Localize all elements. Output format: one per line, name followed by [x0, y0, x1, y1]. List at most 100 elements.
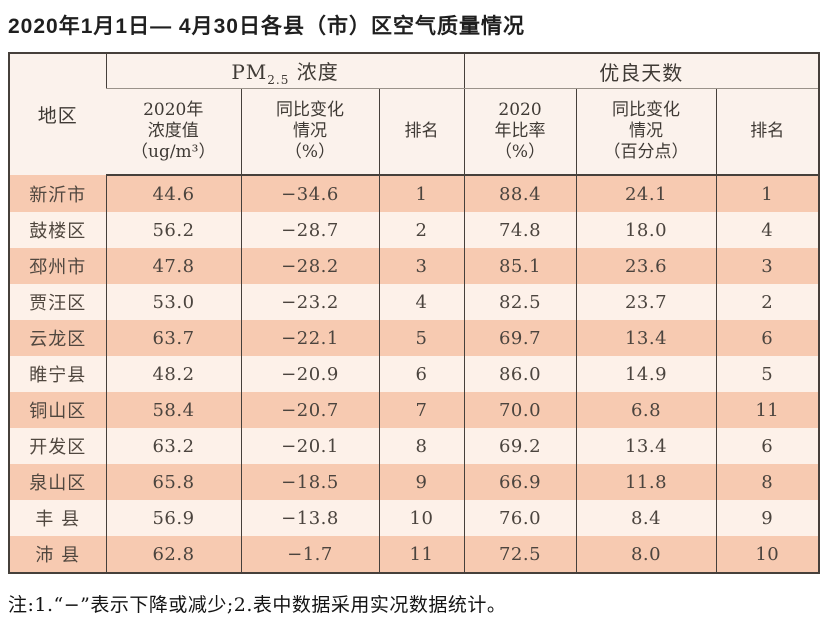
cell-pm_rank: 5: [378, 320, 465, 356]
table-row: 丰 县 56.9 −13.8 10 76.0 8.4 9: [9, 500, 820, 536]
cell-region: 鼓楼区: [9, 212, 106, 248]
cell-good_rate: 74.8: [463, 212, 577, 248]
cell-good_rank: 3: [715, 248, 820, 284]
cell-pm_rank: 11: [378, 536, 465, 573]
page-title: 2020年1月1日— 4月30日各县（市）区空气质量情况: [8, 15, 525, 38]
cell-good_rate: 69.2: [463, 428, 577, 464]
cell-pm_change: −20.1: [240, 428, 379, 464]
cell-pm_rank: 10: [378, 500, 465, 536]
table-row: 邳州市 47.8 −28.2 3 85.1 23.6 3: [9, 248, 820, 284]
cell-pm_change: −1.7: [240, 536, 379, 573]
cell-pm_rank: 9: [378, 464, 465, 500]
cell-pm_change: −28.2: [240, 248, 379, 284]
cell-pm_change: −13.8: [240, 500, 379, 536]
table-row: 泉山区 65.8 −18.5 9 66.9 11.8 8: [9, 464, 820, 500]
cell-good_rank: 4: [715, 212, 820, 248]
cell-good_rank: 6: [715, 428, 820, 464]
cell-good_rate: 72.5: [463, 536, 577, 573]
cell-pm_value: 62.8: [105, 536, 241, 573]
column-group-good-days: 优良天数: [463, 53, 820, 89]
cell-good_rate: 76.0: [463, 500, 577, 536]
column-header-good-rate: 2020 年比率 （%）: [463, 88, 577, 176]
cell-region: 新沂市: [9, 175, 106, 212]
cell-pm_rank: 4: [378, 284, 465, 320]
cell-good_rate: 82.5: [463, 284, 577, 320]
cell-good_rank: 8: [715, 464, 820, 500]
cell-pm_rank: 8: [378, 428, 465, 464]
pm25-label-suffix: 浓度: [289, 59, 339, 84]
table-row: 铜山区 58.4 −20.7 7 70.0 6.8 11: [9, 392, 820, 428]
table-row: 鼓楼区 56.2 −28.7 2 74.8 18.0 4: [9, 212, 820, 248]
cell-pm_value: 53.0: [105, 284, 241, 320]
column-header-good-change: 同比变化 情况 （百分点）: [575, 88, 717, 176]
cell-good_change: 18.0: [575, 212, 717, 248]
table-row: 新沂市 44.6 −34.6 1 88.4 24.1 1: [9, 175, 820, 212]
table-header: 地区 PM2.5 浓度 优良天数 2020年 浓度值 （ug/m³） 同比变化 …: [9, 53, 820, 176]
cell-pm_rank: 6: [378, 356, 465, 392]
cell-pm_change: −20.7: [240, 392, 379, 428]
table-body: 新沂市 44.6 −34.6 1 88.4 24.1 1 鼓楼区 56.2 −28.7 2 74.8 1…: [9, 175, 820, 573]
cell-region: 睢宁县: [9, 356, 106, 392]
cell-good_rank: 1: [715, 175, 820, 212]
cell-region: 沛 县: [9, 536, 106, 573]
cell-pm_value: 63.7: [105, 320, 241, 356]
cell-region: 贾汪区: [9, 284, 106, 320]
column-header-pm-value: 2020年 浓度值 （ug/m³）: [106, 88, 241, 176]
sub-header-row: 2020年 浓度值 （ug/m³） 同比变化 情况 （%） 排名 2020 年比…: [9, 88, 820, 176]
cell-pm_change: −34.6: [240, 175, 379, 212]
cell-pm_value: 47.8: [105, 248, 241, 284]
pm25-label-subscript: 2.5: [267, 72, 290, 87]
cell-good_change: 13.4: [575, 428, 717, 464]
column-header-pm-change: 同比变化 情况 （%）: [240, 88, 379, 176]
cell-good_rate: 85.1: [463, 248, 577, 284]
cell-good_rank: 2: [715, 284, 820, 320]
cell-pm_rank: 1: [378, 175, 465, 212]
cell-pm_value: 56.9: [105, 500, 241, 536]
cell-good_rate: 66.9: [463, 464, 577, 500]
cell-pm_value: 63.2: [105, 428, 241, 464]
pm25-label-prefix: PM: [231, 59, 268, 84]
column-header-pm-rank: 排名: [378, 88, 465, 176]
cell-region: 邳州市: [9, 248, 106, 284]
cell-pm_rank: 2: [378, 212, 465, 248]
cell-good_rank: 6: [715, 320, 820, 356]
cell-good_change: 14.9: [575, 356, 717, 392]
cell-pm_value: 48.2: [105, 356, 241, 392]
cell-good_change: 8.0: [575, 536, 717, 573]
cell-region: 丰 县: [9, 500, 106, 536]
column-header-good-rank: 排名: [715, 88, 820, 176]
cell-region: 泉山区: [9, 464, 106, 500]
table-row: 开发区 63.2 −20.1 8 69.2 13.4 6: [9, 428, 820, 464]
cell-pm_rank: 7: [378, 392, 465, 428]
cell-good_rate: 88.4: [463, 175, 577, 212]
cell-pm_change: −22.1: [240, 320, 379, 356]
cell-pm_change: −20.9: [240, 356, 379, 392]
cell-good_rate: 86.0: [463, 356, 577, 392]
cell-good_rank: 5: [715, 356, 820, 392]
cell-good_change: 23.7: [575, 284, 717, 320]
cell-good_rate: 69.7: [463, 320, 577, 356]
cell-pm_rank: 3: [378, 248, 465, 284]
cell-good_change: 8.4: [575, 500, 717, 536]
cell-pm_value: 56.2: [105, 212, 241, 248]
cell-pm_change: −23.2: [240, 284, 379, 320]
cell-good_rank: 10: [715, 536, 820, 573]
cell-pm_change: −28.7: [240, 212, 379, 248]
column-group-pm25: PM2.5 浓度: [105, 53, 465, 89]
footnote: 注:1.“−”表示下降或减少;2.表中数据采用实况数据统计。: [8, 594, 507, 616]
group-header-row: 地区 PM2.5 浓度 优良天数: [9, 53, 820, 175]
table-row: 沛 县 62.8 −1.7 11 72.5 8.0 10: [9, 536, 820, 573]
cell-good_rank: 9: [715, 500, 820, 536]
cell-good_change: 13.4: [575, 320, 717, 356]
table-row: 云龙区 63.7 −22.1 5 69.7 13.4 6: [9, 320, 820, 356]
cell-good_change: 23.6: [575, 248, 717, 284]
cell-good_rank: 11: [715, 392, 820, 428]
cell-good_change: 6.8: [575, 392, 717, 428]
column-header-region: 地区: [9, 53, 106, 175]
cell-region: 铜山区: [9, 392, 106, 428]
cell-good_change: 24.1: [575, 175, 717, 212]
cell-pm_change: −18.5: [240, 464, 379, 500]
air-quality-table: 地区 PM2.5 浓度 优良天数 2020年 浓度值 （ug/m³） 同比变化 …: [8, 52, 821, 574]
cell-pm_value: 65.8: [105, 464, 241, 500]
